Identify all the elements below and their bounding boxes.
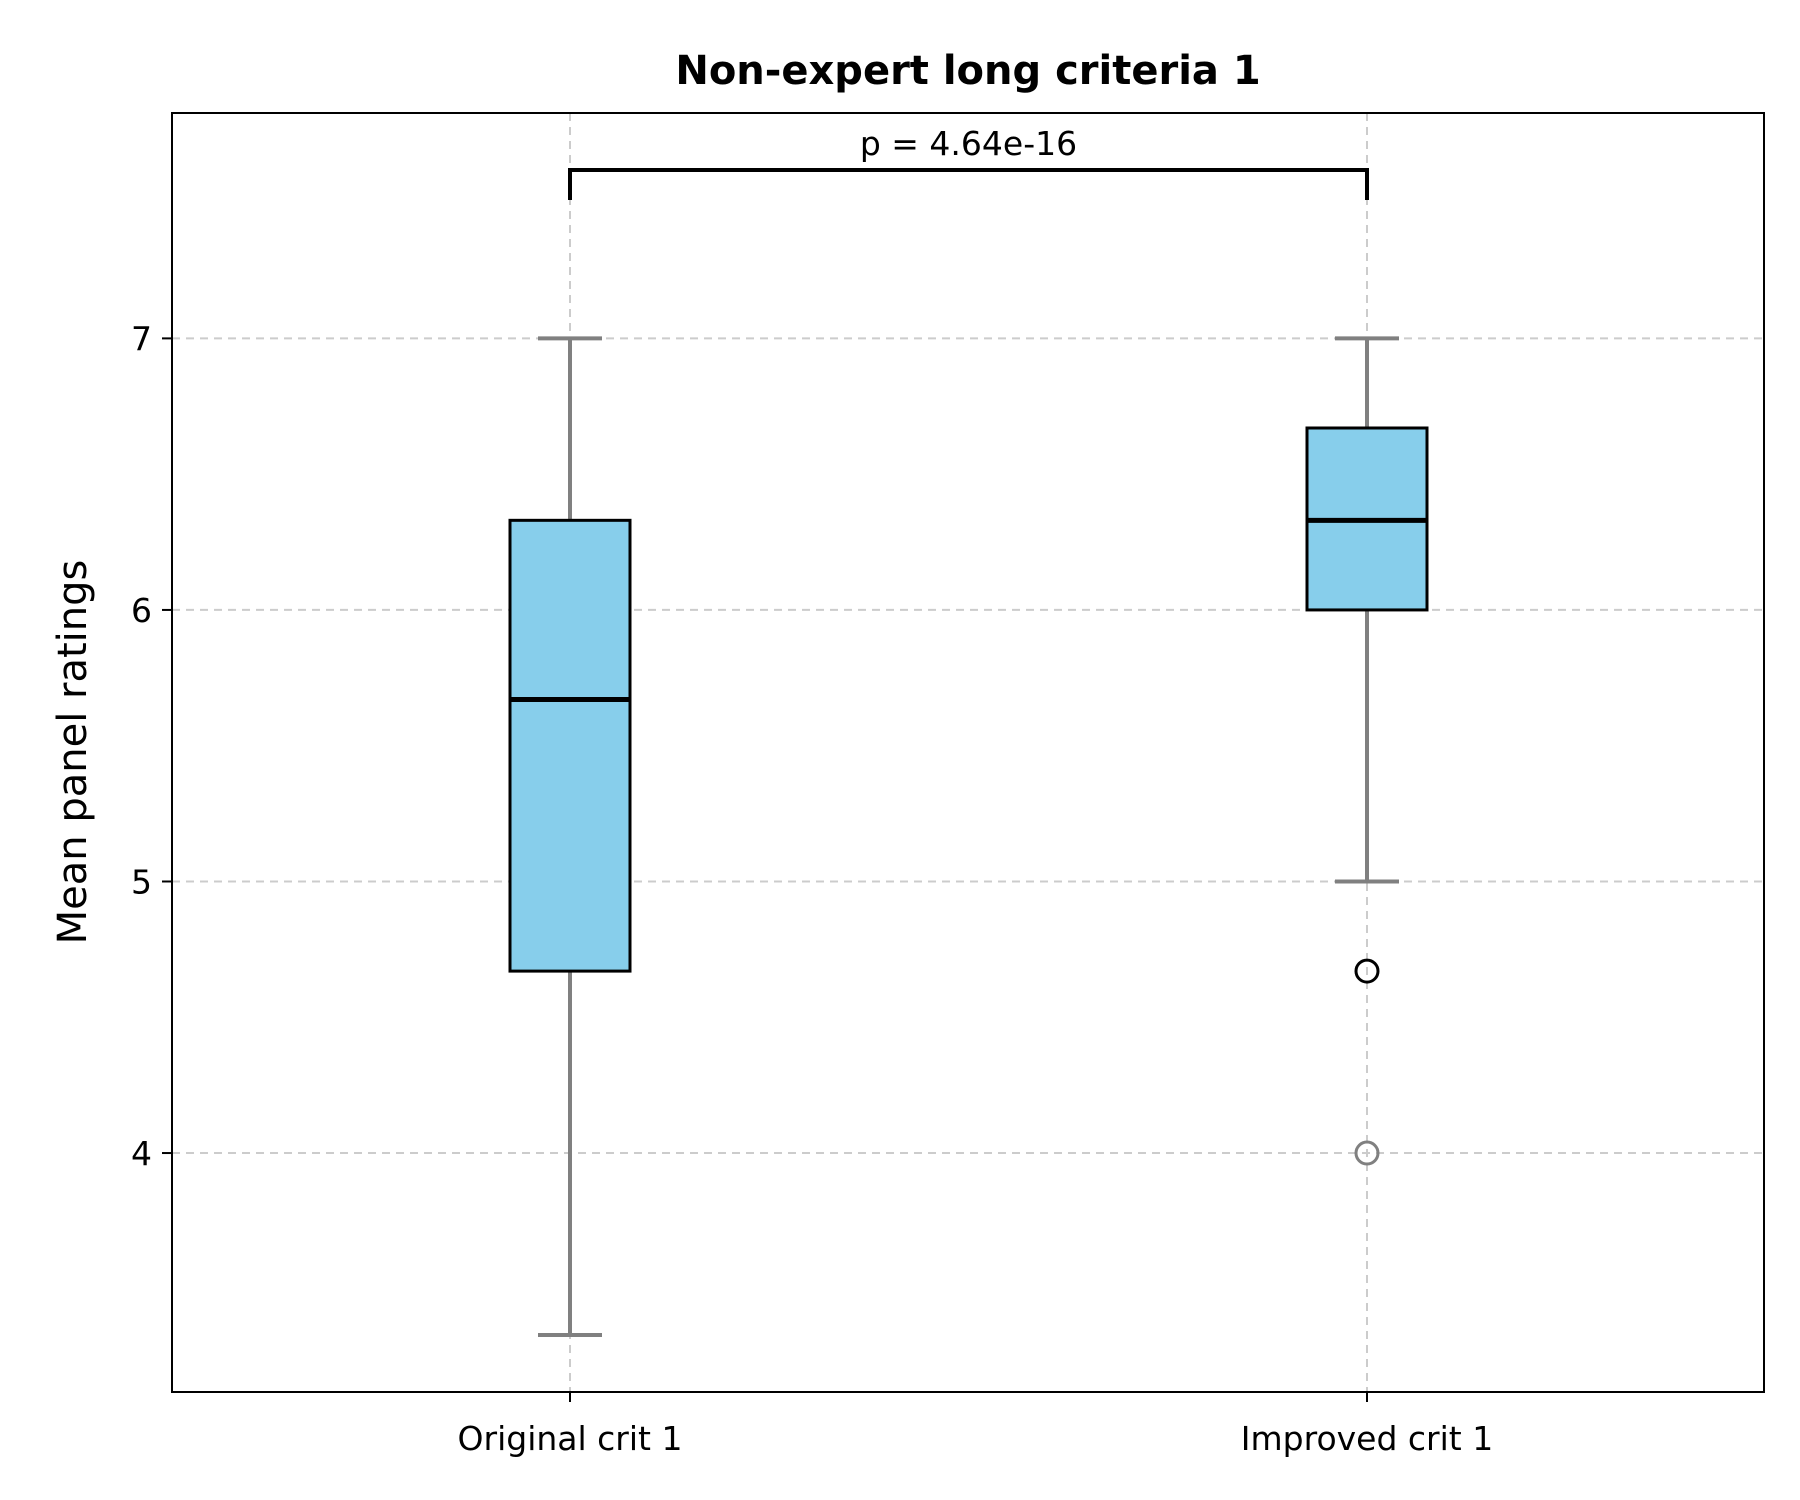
- y-tick-label: 6: [131, 591, 152, 630]
- outlier-point: [1354, 1140, 1380, 1166]
- x-tick-label: Improved crit 1: [1241, 1419, 1493, 1458]
- significance-bracket: [568, 168, 1369, 200]
- axes: 4 5 6 7 Original crit 1 Improved crit 1: [131, 319, 1493, 1458]
- y-axis-label: Mean panel ratings: [50, 560, 96, 945]
- y-tick-label: 5: [131, 862, 152, 901]
- significance-annotation: p = 4.64e-16: [568, 124, 1369, 200]
- p-value-label: p = 4.64e-16: [860, 124, 1077, 163]
- grid-lines: [172, 113, 1764, 1392]
- x-tick-label: Original crit 1: [458, 1419, 683, 1458]
- y-tick-label: 7: [131, 319, 152, 358]
- iqr-box: [508, 518, 632, 973]
- plot-frame: [171, 112, 1765, 1393]
- outlier-point: [1354, 958, 1380, 984]
- y-tick-label: 4: [131, 1134, 152, 1173]
- boxes: [508, 336, 1429, 1337]
- chart-title: Non-expert long criteria 1: [675, 48, 1260, 94]
- box-group: [1305, 336, 1429, 1166]
- box-group: [508, 336, 632, 1337]
